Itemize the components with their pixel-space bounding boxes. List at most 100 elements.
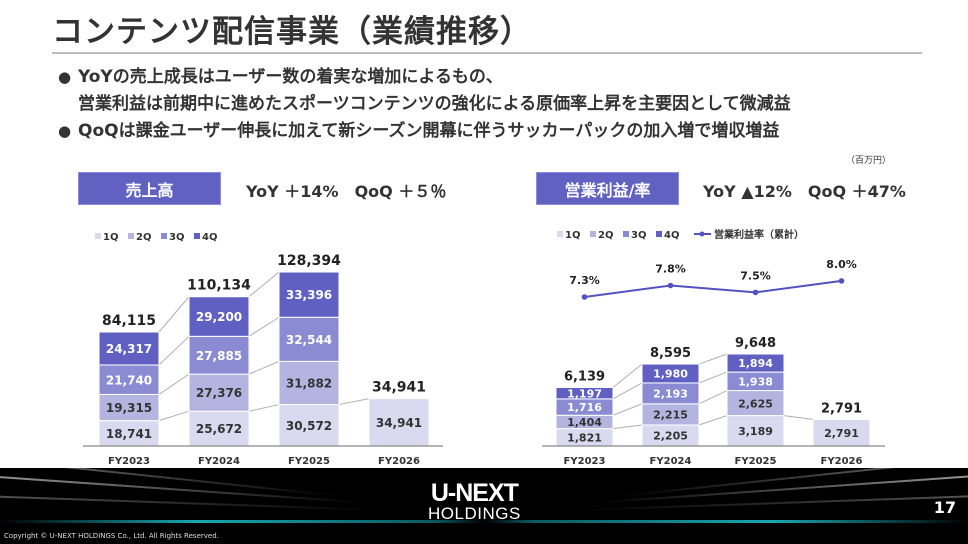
segment-label: 32,544 — [286, 333, 332, 347]
margin-label: 7.3% — [569, 274, 600, 287]
legend-swatch-1q — [557, 231, 563, 237]
total-label: 84,115 — [102, 313, 156, 329]
segment-label: 24,317 — [106, 342, 152, 356]
total-label: 2,791 — [821, 401, 862, 416]
segment-label: 2,193 — [653, 388, 688, 401]
bullet-icon: ● — [58, 68, 72, 86]
profit-header: 営業利益/率 — [536, 172, 679, 205]
bullet-list: ● YoYの売上成長はユーザー数の着実な増加によるもの、 営業利益は前期中に進めた… — [58, 64, 791, 145]
legend-label: 3Q — [631, 230, 646, 241]
bar-segment-2q — [278, 360, 340, 406]
logo-top: U-NEXT — [430, 479, 519, 507]
x-tick-label: FY2026 — [378, 456, 420, 467]
margin-point — [667, 282, 674, 289]
bar-segment-3q — [188, 335, 250, 375]
margin-label: 7.5% — [740, 269, 771, 282]
x-tick-label: FY2024 — [198, 456, 240, 467]
connector-line — [698, 371, 728, 384]
logo-bottom: HOLDINGS — [428, 504, 521, 523]
connector-line — [612, 363, 643, 388]
segment-label: 1,980 — [653, 368, 688, 381]
bar-segment-4q — [188, 296, 250, 337]
bar-segment-2q — [188, 373, 250, 412]
margin-point — [581, 294, 588, 300]
legend-line-marker — [699, 231, 705, 237]
legend-label: 1Q — [565, 230, 580, 241]
bar-segment-4q — [98, 331, 160, 366]
connector-line — [158, 410, 190, 422]
bar-segment-1q — [812, 418, 871, 447]
legend-label: 3Q — [169, 232, 184, 243]
bar-segment-3q — [98, 364, 160, 395]
footer: U-NEXT HOLDINGS 17 Copyright © U-NEXT HO… — [0, 468, 968, 544]
legend-swatch-4q — [194, 233, 200, 239]
copyright: Copyright © U-NEXT HOLDINGS Co., Ltd. Al… — [4, 532, 219, 540]
legend-swatch-4q — [656, 231, 662, 237]
x-tick-label: FY2025 — [735, 456, 777, 467]
segment-label: 18,741 — [106, 427, 152, 441]
segment-label: 21,740 — [106, 373, 152, 387]
connector-line — [248, 271, 280, 298]
connector-line — [248, 316, 280, 337]
legend-label: 2Q — [598, 230, 613, 241]
connector-line — [612, 382, 643, 400]
x-tick-label: FY2023 — [564, 456, 606, 467]
total-label: 34,941 — [372, 380, 426, 396]
segment-label: 1,821 — [567, 431, 602, 444]
margin-label: 8.0% — [826, 258, 857, 271]
total-label: 8,595 — [650, 346, 691, 361]
bullet-text-continued: 営業利益は前期中に進めたスポーツコンテンツの強化による原価率上昇を主要因として微… — [78, 94, 791, 114]
segment-label: 2,215 — [653, 409, 688, 422]
legend-label: 4Q — [202, 232, 217, 243]
connector-line — [248, 404, 280, 412]
connector-line — [248, 360, 280, 375]
total-label: 110,134 — [187, 278, 251, 294]
segment-label: 29,200 — [196, 310, 242, 324]
bar-segment-1q — [726, 415, 785, 447]
unit-label: （百万円） — [846, 156, 892, 166]
segment-label: 1,404 — [567, 416, 602, 429]
connector-line — [158, 373, 190, 395]
bar-segment-4q — [555, 386, 614, 400]
legend-swatch-2q — [128, 233, 134, 239]
segment-label: 2,791 — [824, 427, 859, 440]
legend-swatch-3q — [623, 231, 629, 237]
revenue-header: 売上高 — [78, 172, 221, 205]
bar-segment-1q — [98, 420, 160, 447]
segment-label: 1,938 — [738, 375, 773, 388]
bar-segment-4q — [641, 363, 700, 384]
title-divider — [52, 52, 922, 54]
x-tick-label: FY2025 — [288, 456, 330, 467]
segment-label: 3,189 — [738, 425, 773, 438]
margin-point — [752, 289, 759, 296]
total-label: 6,139 — [564, 369, 605, 384]
bullet-text: QoQは課金ユーザー伸長に加えて新シーズン開幕に伴うサッカーパックの加入増で増収… — [78, 121, 780, 141]
company-logo: U-NEXT HOLDINGS — [428, 479, 521, 524]
segment-label: 1,197 — [567, 387, 602, 400]
total-label: 9,648 — [735, 336, 776, 351]
segment-label: 2,625 — [738, 397, 773, 410]
segment-label: 1,894 — [738, 357, 773, 370]
margin-line — [584, 279, 842, 298]
legend-swatch-3q — [161, 233, 167, 239]
connector-line — [783, 415, 814, 420]
segment-label: 30,572 — [286, 419, 332, 433]
connector-line — [158, 296, 190, 333]
segment-label: 27,376 — [196, 386, 242, 400]
x-tick-label: FY2024 — [650, 456, 692, 467]
bar-segment-1q — [188, 410, 250, 447]
connector-line — [612, 403, 643, 416]
bar-segment-4q — [726, 353, 785, 373]
profit-metrics: YoY ▲12% QoQ ＋47% — [703, 182, 906, 201]
segment-label: 33,396 — [286, 288, 332, 302]
total-label: 128,394 — [277, 253, 341, 269]
legend-swatch-1q — [95, 233, 101, 239]
bullet-icon: ● — [58, 122, 72, 140]
margin-point — [838, 278, 845, 284]
legend-label: 2Q — [136, 232, 151, 243]
legend-label: 4Q — [664, 230, 679, 241]
connector-line — [338, 398, 370, 406]
bullet-text: YoYの売上成長はユーザー数の着実な増加によるもの、 — [78, 67, 503, 87]
bar-segment-2q — [726, 390, 785, 417]
legend-label: 1Q — [103, 232, 118, 243]
